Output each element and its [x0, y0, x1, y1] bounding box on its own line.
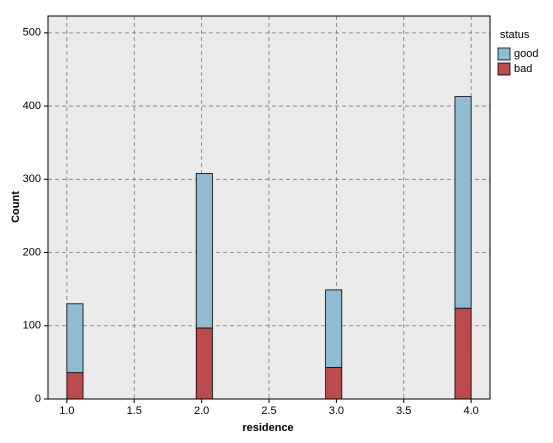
x-tick-label: 2.5 [261, 405, 276, 417]
bar [325, 367, 343, 400]
bar [454, 307, 472, 400]
bar [454, 96, 472, 309]
x-tick-label: 3.5 [396, 405, 411, 417]
y-tick-label: 400 [23, 100, 41, 112]
legend-swatch [497, 47, 511, 61]
bar [66, 303, 84, 374]
x-tick-label: 3.0 [329, 405, 344, 417]
legend-label: bad [514, 63, 532, 75]
y-tick-label: 300 [23, 173, 41, 185]
x-tick-label: 1.0 [59, 405, 74, 417]
legend-swatch [497, 62, 511, 76]
bar [325, 289, 343, 368]
y-tick-label: 500 [23, 27, 41, 39]
legend-title: status [500, 29, 530, 41]
legend-label: good [514, 48, 538, 60]
x-tick-label: 2.0 [194, 405, 209, 417]
y-tick-label: 100 [23, 320, 41, 332]
x-axis-label: residence [242, 422, 293, 434]
x-tick-label: 4.0 [463, 405, 478, 417]
y-tick-label: 0 [35, 393, 41, 405]
bar [195, 173, 213, 329]
y-tick-label: 200 [23, 246, 41, 258]
bar [66, 372, 84, 400]
x-tick-label: 1.5 [127, 405, 142, 417]
bar [195, 327, 213, 400]
y-axis-label: Count [10, 191, 22, 223]
plot-border [47, 15, 491, 400]
